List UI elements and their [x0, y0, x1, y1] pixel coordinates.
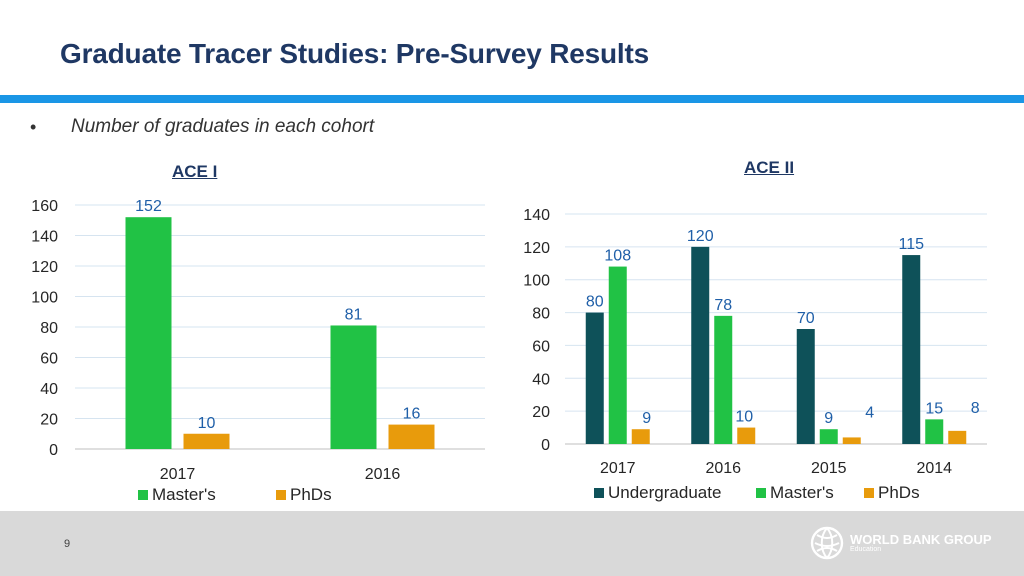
- ace2-y-tick-label: 40: [532, 371, 550, 388]
- ace2-data-label: 78: [714, 297, 732, 314]
- ace2-data-label: 4: [865, 404, 874, 421]
- ace1-chart-title: ACE I: [172, 162, 218, 181]
- ace1-legend-swatch: [276, 490, 286, 500]
- ace1-legend-label: Master's: [152, 485, 216, 504]
- ace2-data-label: 80: [586, 294, 604, 311]
- ace2-bar: [714, 315, 733, 444]
- ace1-y-tick-label: 60: [40, 351, 58, 368]
- bullet-mark: •: [30, 117, 37, 137]
- ace2-data-label: 120: [687, 228, 714, 245]
- ace2-legend-label: Master's: [770, 483, 834, 502]
- slide-title: Graduate Tracer Studies: Pre-Survey Resu…: [60, 38, 649, 69]
- footer-bar: [0, 511, 1024, 576]
- ace2-category-label: 2014: [916, 460, 952, 477]
- ace2-legend-label: PhDs: [878, 483, 920, 502]
- ace1-data-label: 16: [403, 406, 421, 423]
- ace2-y-tick-label: 120: [523, 240, 550, 257]
- ace2-legend-label: Undergraduate: [608, 483, 721, 502]
- ace2-data-label: 70: [797, 310, 815, 327]
- ace1-y-tick-label: 0: [49, 442, 58, 459]
- ace2-y-tick-label: 100: [523, 273, 550, 290]
- ace2-bar: [902, 255, 921, 444]
- ace2-data-label: 9: [824, 410, 833, 427]
- ace2-y-tick-label: 140: [523, 207, 550, 224]
- ace2-data-label: 115: [898, 236, 924, 253]
- ace1-y-tick-label: 20: [40, 412, 58, 429]
- page-number: 9: [64, 538, 71, 550]
- ace1-category-label: 2016: [365, 466, 401, 483]
- ace2-y-tick-label: 0: [541, 437, 550, 454]
- ace2-chart-title: ACE II: [744, 158, 795, 177]
- ace2-y-tick-label: 20: [532, 404, 550, 421]
- bullet-text: Number of graduates in each cohort: [71, 116, 375, 137]
- ace2-data-label: 108: [604, 248, 631, 265]
- title-underline-bar: [0, 95, 1024, 103]
- ace2-bar: [631, 429, 650, 444]
- ace2-data-label: 10: [735, 409, 753, 426]
- ace1-bar: [183, 433, 230, 449]
- ace2-category-label: 2017: [600, 460, 636, 477]
- ace2-bar: [796, 329, 815, 444]
- ace1-data-label: 10: [198, 415, 216, 432]
- ace1-y-tick-label: 80: [40, 320, 58, 337]
- ace2-data-label: 15: [925, 400, 943, 417]
- ace1-bar: [388, 424, 435, 449]
- ace2-legend-swatch: [594, 488, 604, 498]
- ace2-bar: [842, 437, 861, 444]
- ace2-category-label: 2016: [705, 460, 741, 477]
- ace1-y-tick-label: 100: [31, 290, 58, 307]
- ace2-y-tick-label: 80: [532, 306, 550, 323]
- ace1-data-label: 81: [345, 306, 363, 323]
- ace2-bar: [691, 246, 710, 444]
- ace2-bar: [585, 312, 604, 444]
- ace2-bar: [925, 419, 944, 444]
- ace1-legend-label: PhDs: [290, 485, 332, 504]
- ace1-y-tick-label: 160: [31, 198, 58, 215]
- logo-name: WORLD BANK GROUP: [850, 531, 992, 547]
- ace1-y-tick-label: 120: [31, 259, 58, 276]
- ace1-legend-swatch: [138, 490, 148, 500]
- ace2-legend-swatch: [864, 488, 874, 498]
- ace1-bar: [330, 325, 377, 449]
- ace1-bar: [125, 217, 172, 449]
- ace2-data-label: 8: [971, 400, 980, 417]
- ace2-data-label: 9: [642, 410, 651, 427]
- globe-icon: [810, 526, 844, 560]
- ace2-bar: [819, 429, 838, 444]
- ace2-y-tick-label: 60: [532, 338, 550, 355]
- ace2-bar: [737, 427, 756, 444]
- ace2-bar: [948, 430, 967, 444]
- logo-subtitle: Education: [850, 546, 882, 554]
- ace2-legend-swatch: [756, 488, 766, 498]
- ace1-y-tick-label: 140: [31, 229, 58, 246]
- ace1-data-label: 152: [135, 198, 162, 215]
- ace1-y-tick-label: 40: [40, 381, 58, 398]
- ace2-category-label: 2015: [811, 460, 847, 477]
- ace2-bar: [608, 266, 627, 444]
- ace1-category-label: 2017: [160, 466, 196, 483]
- world-bank-logo: WORLD BANK GROUP Education: [810, 526, 992, 560]
